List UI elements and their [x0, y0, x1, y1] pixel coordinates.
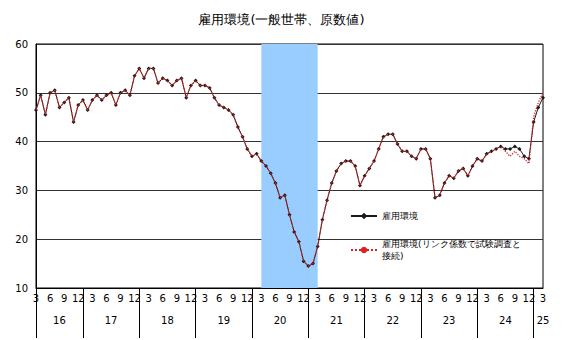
svg-text:9: 9	[230, 293, 236, 304]
svg-text:21: 21	[330, 315, 343, 326]
svg-text:6: 6	[103, 293, 109, 304]
svg-text:9: 9	[61, 293, 67, 304]
svg-text:接続): 接続)	[382, 251, 404, 261]
svg-text:6: 6	[329, 293, 335, 304]
svg-text:9: 9	[286, 293, 292, 304]
svg-text:12: 12	[185, 293, 198, 304]
svg-text:18: 18	[161, 315, 174, 326]
svg-text:10: 10	[15, 283, 28, 294]
svg-text:12: 12	[128, 293, 141, 304]
svg-text:12: 12	[466, 293, 479, 304]
svg-text:25: 25	[537, 315, 550, 326]
svg-text:3: 3	[540, 293, 546, 304]
svg-text:雇用環境: 雇用環境	[382, 211, 418, 221]
svg-text:6: 6	[272, 293, 278, 304]
svg-text:9: 9	[343, 293, 349, 304]
svg-text:9: 9	[399, 293, 405, 304]
svg-text:6: 6	[47, 293, 53, 304]
svg-text:12: 12	[241, 293, 254, 304]
svg-text:9: 9	[174, 293, 180, 304]
svg-text:3: 3	[483, 293, 489, 304]
svg-text:30: 30	[15, 185, 28, 196]
svg-text:40: 40	[15, 136, 28, 147]
svg-text:22: 22	[386, 315, 399, 326]
svg-text:3: 3	[202, 293, 208, 304]
svg-text:3: 3	[258, 293, 264, 304]
svg-text:6: 6	[216, 293, 222, 304]
svg-text:3: 3	[145, 293, 151, 304]
svg-text:19: 19	[217, 315, 230, 326]
svg-text:3: 3	[314, 293, 320, 304]
svg-text:50: 50	[15, 87, 28, 98]
svg-text:6: 6	[441, 293, 447, 304]
svg-text:6: 6	[160, 293, 166, 304]
svg-text:3: 3	[371, 293, 377, 304]
svg-text:9: 9	[117, 293, 123, 304]
svg-text:12: 12	[297, 293, 310, 304]
svg-text:6: 6	[385, 293, 391, 304]
svg-text:9: 9	[512, 293, 518, 304]
svg-text:12: 12	[72, 293, 85, 304]
svg-text:12: 12	[523, 293, 536, 304]
svg-text:12: 12	[354, 293, 367, 304]
svg-text:20: 20	[274, 315, 287, 326]
svg-text:60: 60	[15, 39, 28, 50]
svg-text:23: 23	[443, 315, 456, 326]
svg-text:12: 12	[410, 293, 423, 304]
svg-text:3: 3	[89, 293, 95, 304]
svg-text:雇用環境(リンク係数で試験調査と: 雇用環境(リンク係数で試験調査と	[382, 239, 521, 249]
svg-text:16: 16	[53, 315, 66, 326]
svg-text:3: 3	[33, 293, 39, 304]
svg-text:17: 17	[105, 315, 118, 326]
svg-text:24: 24	[499, 315, 512, 326]
svg-text:9: 9	[455, 293, 461, 304]
svg-text:6: 6	[498, 293, 504, 304]
svg-text:3: 3	[427, 293, 433, 304]
svg-text:雇用環境(一般世帯、原数値): 雇用環境(一般世帯、原数値)	[198, 12, 364, 27]
svg-text:20: 20	[15, 234, 28, 245]
